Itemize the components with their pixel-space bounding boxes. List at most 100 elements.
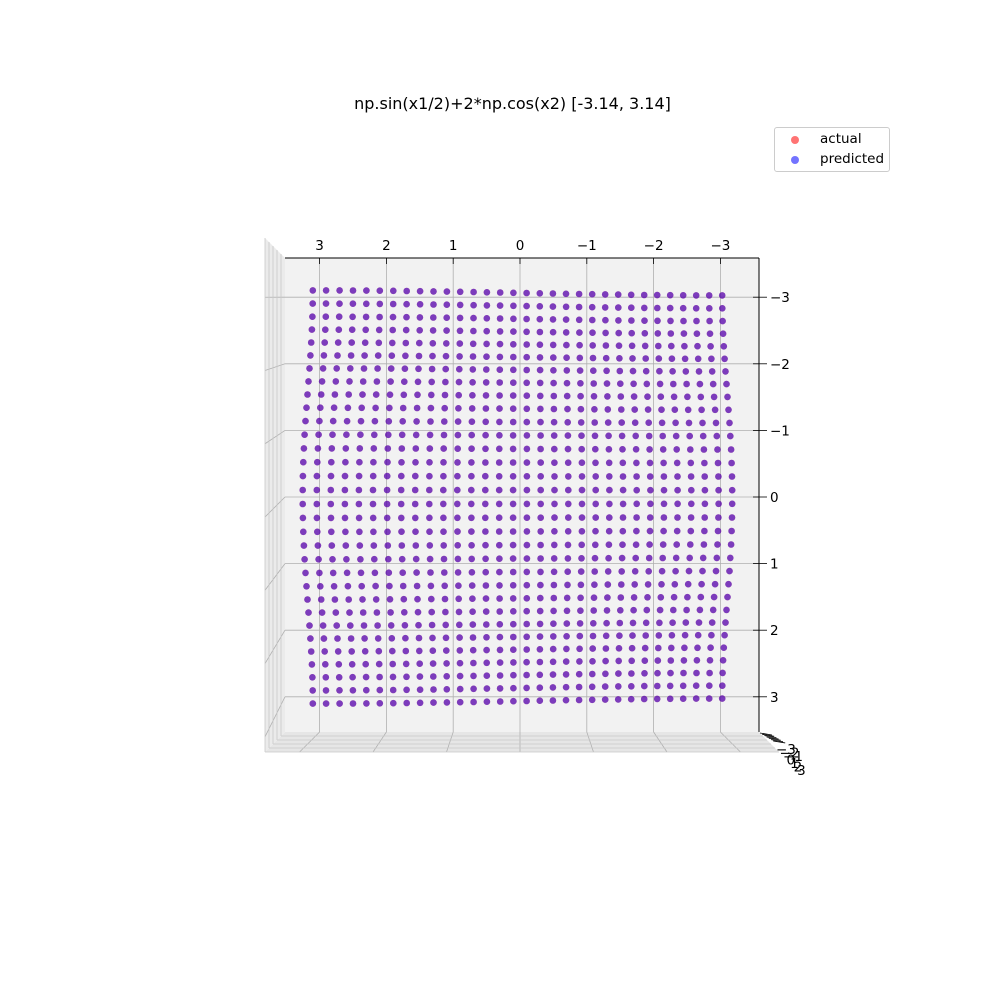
point-predicted — [714, 527, 722, 535]
point-predicted — [679, 682, 687, 690]
point-predicted — [300, 542, 308, 549]
point-predicted — [416, 699, 424, 707]
point-predicted — [706, 330, 714, 338]
point-predicted — [369, 514, 377, 522]
point-predicted — [440, 431, 448, 439]
point-predicted — [633, 527, 640, 535]
point-predicted — [442, 608, 449, 616]
point-predicted — [469, 634, 477, 641]
point-predicted — [727, 446, 735, 453]
point-predicted — [669, 368, 676, 375]
point-predicted — [628, 644, 636, 652]
point-predicted — [666, 304, 674, 312]
point-predicted — [373, 378, 381, 385]
point-predicted — [550, 594, 558, 602]
point-predicted — [563, 645, 570, 653]
point-predicted — [482, 459, 489, 466]
point-predicted — [336, 700, 343, 707]
point-predicted — [483, 621, 490, 628]
point-predicted — [644, 393, 651, 401]
point-predicted — [313, 486, 321, 494]
point-predicted — [482, 528, 489, 535]
point-predicted — [549, 316, 557, 323]
point-predicted — [685, 567, 693, 575]
point-predicted — [428, 365, 436, 373]
point-predicted — [692, 695, 700, 702]
point-predicted — [430, 673, 437, 680]
point-predicted — [721, 355, 728, 363]
legend-marker-predicted — [791, 156, 799, 164]
left-pane — [265, 238, 285, 752]
point-predicted — [602, 670, 609, 678]
point-predicted — [536, 303, 544, 310]
point-predicted — [495, 500, 503, 508]
point-predicted — [358, 404, 366, 412]
point-predicted — [426, 528, 433, 535]
point-predicted — [468, 418, 476, 426]
point-predicted — [413, 404, 421, 412]
x-tick-label: −3 — [710, 238, 730, 254]
point-predicted — [537, 418, 544, 426]
point-predicted — [509, 595, 517, 602]
point-predicted — [361, 339, 369, 347]
point-predicted — [440, 542, 448, 549]
point-predicted — [414, 595, 421, 603]
point-predicted — [456, 327, 464, 335]
point-predicted — [385, 418, 393, 425]
point-predicted — [679, 304, 687, 312]
point-predicted — [641, 342, 649, 350]
point-predicted — [614, 291, 622, 298]
point-predicted — [470, 659, 477, 667]
point-predicted — [299, 486, 307, 494]
point-predicted — [335, 661, 343, 668]
point-predicted — [328, 458, 335, 466]
point-predicted — [470, 314, 477, 322]
point-predicted — [441, 404, 449, 412]
point-predicted — [336, 687, 343, 694]
point-predicted — [536, 354, 544, 361]
point-predicted — [606, 500, 613, 508]
point-predicted — [483, 289, 491, 296]
point-predicted — [562, 290, 570, 298]
point-predicted — [454, 569, 462, 576]
point-predicted — [692, 305, 700, 312]
y-pane-gridline — [264, 496, 286, 518]
point-predicted — [709, 380, 717, 388]
point-predicted — [496, 633, 504, 641]
point-predicted — [376, 673, 383, 681]
point-predicted — [523, 541, 531, 549]
point-predicted — [509, 568, 517, 576]
point-predicted — [523, 328, 530, 336]
x-pane-gridline — [299, 731, 320, 753]
point-predicted — [384, 528, 391, 536]
point-predicted — [456, 365, 463, 373]
point-predicted — [387, 378, 394, 385]
point-predicted — [390, 699, 397, 707]
point-predicted — [673, 446, 680, 453]
point-predicted — [427, 569, 434, 576]
point-predicted — [604, 419, 612, 426]
point-predicted — [398, 445, 406, 452]
point-predicted — [336, 300, 343, 308]
point-predicted — [389, 339, 396, 347]
point-predicted — [674, 500, 681, 508]
point-predicted — [709, 606, 717, 614]
point-predicted — [496, 698, 504, 705]
point-predicted — [443, 686, 451, 693]
point-predicted — [361, 635, 368, 642]
point-predicted — [304, 596, 311, 603]
point-predicted — [468, 569, 476, 576]
point-predicted — [588, 696, 596, 704]
point-predicted — [672, 419, 679, 427]
point-predicted — [644, 406, 652, 413]
point-predicted — [601, 683, 609, 690]
point-predicted — [303, 404, 310, 412]
point-predicted — [671, 406, 679, 414]
point-predicted — [456, 353, 463, 360]
point-predicted — [383, 500, 391, 508]
point-predicted — [355, 514, 363, 522]
point-predicted — [578, 555, 585, 562]
point-predicted — [510, 659, 517, 666]
point-predicted — [468, 459, 475, 466]
point-predicted — [403, 673, 410, 681]
